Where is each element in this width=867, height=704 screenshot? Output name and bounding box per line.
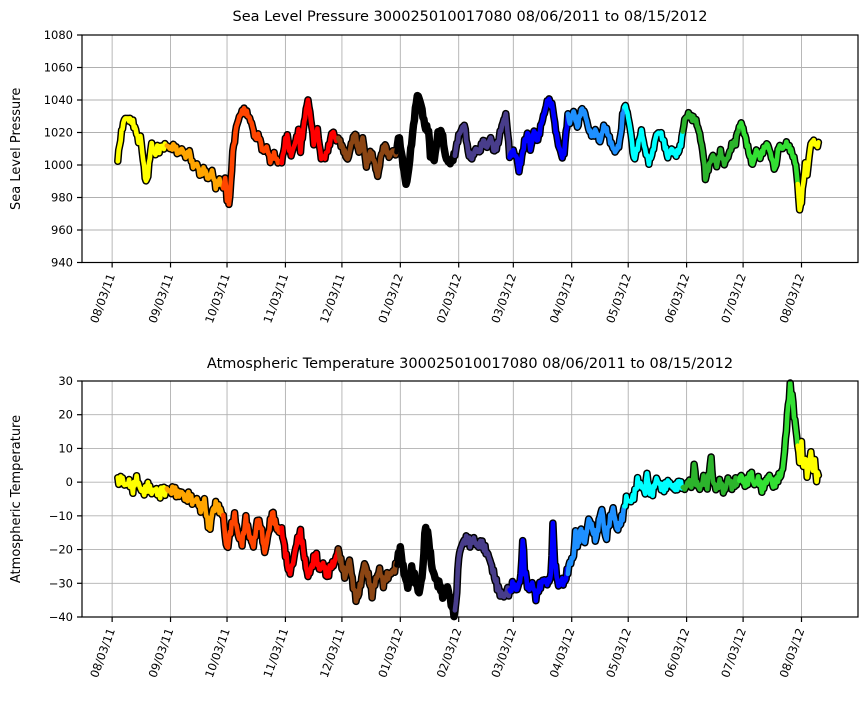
y-tick-label: −40 bbox=[49, 610, 73, 624]
x-tick-label: 04/03/12 bbox=[547, 272, 578, 325]
x-tick-label: 02/03/12 bbox=[434, 272, 465, 325]
plot-frame bbox=[81, 380, 859, 618]
x-tick-label: 12/03/11 bbox=[317, 272, 348, 325]
x-tick-label: 11/03/11 bbox=[260, 272, 291, 325]
x-tick-label: 02/03/12 bbox=[434, 626, 465, 679]
y-tick-label: 1040 bbox=[44, 93, 73, 107]
y-tick-label: 1060 bbox=[44, 61, 73, 75]
series-month-segment bbox=[736, 380, 801, 495]
series-month-segment bbox=[221, 509, 285, 555]
x-tick-label: 07/03/12 bbox=[718, 272, 749, 325]
series-month-segment bbox=[452, 533, 512, 613]
temperature-y-axis-label: Atmospheric Temperature bbox=[9, 415, 24, 583]
plot-frame bbox=[81, 34, 859, 264]
x-tick-label: 08/03/11 bbox=[87, 272, 118, 325]
y-tick-label: 0 bbox=[66, 475, 73, 489]
pressure-chart: 1080 1060 1040 1020 1000 980 960 940 08/03/11 09/… bbox=[9, 9, 859, 325]
series-month-segment bbox=[115, 116, 170, 184]
x-tick-label: 08/03/12 bbox=[776, 626, 807, 679]
series-month-segment bbox=[622, 470, 686, 509]
y-tick-label: 940 bbox=[51, 256, 73, 270]
y-tick-label: −10 bbox=[49, 509, 73, 523]
series-month-segment bbox=[736, 120, 801, 187]
x-tick-label: 06/03/12 bbox=[662, 272, 693, 325]
y-tick-label: 1000 bbox=[44, 158, 73, 172]
x-tick-label: 01/03/12 bbox=[375, 626, 406, 679]
pressure-y-axis-label: Sea Level Pressure bbox=[9, 88, 24, 210]
temperature-plot-area: 30 20 10 0 −10 −20 −30 −40 08/03/11 09/03/11 10/03… bbox=[49, 374, 859, 680]
temperature-chart-title: Atmospheric Temperature 300025010017080 … bbox=[207, 356, 733, 372]
x-tick-label: 05/03/12 bbox=[603, 626, 634, 679]
x-tick-label: 08/03/12 bbox=[776, 272, 807, 325]
y-tick-label: 980 bbox=[51, 191, 73, 205]
series-month-segment bbox=[680, 454, 742, 496]
series-marker-outline bbox=[114, 379, 823, 621]
series-month-segment bbox=[507, 520, 571, 604]
pressure-chart-title: Sea Level Pressure 300025010017080 08/06… bbox=[233, 9, 708, 25]
series-month-segment bbox=[565, 503, 627, 577]
x-tick-label: 11/03/11 bbox=[260, 626, 291, 679]
y-tick-label: 10 bbox=[58, 441, 73, 455]
y-tick-label: 1020 bbox=[44, 126, 73, 140]
y-tick-label: 20 bbox=[58, 408, 73, 422]
series-month-segment bbox=[221, 105, 285, 207]
x-tick-label: 03/03/12 bbox=[488, 626, 519, 679]
x-tick-label: 10/03/11 bbox=[202, 272, 233, 325]
series-month-segment bbox=[164, 142, 226, 192]
y-tick-label: 1080 bbox=[44, 28, 73, 42]
y-tick-label: 30 bbox=[58, 374, 73, 388]
x-tick-label: 12/03/11 bbox=[317, 626, 348, 679]
series-month-segment bbox=[795, 137, 821, 213]
x-tick-label: 09/03/11 bbox=[146, 272, 177, 325]
x-tick-label: 07/03/12 bbox=[718, 626, 749, 679]
x-tick-label: 10/03/11 bbox=[202, 626, 233, 679]
series-month-segment bbox=[394, 93, 458, 187]
series-month-segment bbox=[335, 132, 399, 179]
x-tick-label: 06/03/12 bbox=[662, 626, 693, 679]
y-tick-label: 960 bbox=[51, 223, 73, 237]
series-month-segment bbox=[394, 525, 458, 619]
series-month-segment bbox=[795, 439, 821, 485]
series-month-segment bbox=[452, 111, 512, 162]
x-tick-label: 03/03/12 bbox=[488, 272, 519, 325]
temperature-chart: 30 20 10 0 −10 −20 −30 −40 08/03/11 09/03/11 10/03… bbox=[9, 356, 859, 680]
series-month-segment bbox=[164, 484, 226, 532]
pressure-plot-area: 1080 1060 1040 1020 1000 980 960 940 08/03/11 09/… bbox=[44, 28, 859, 325]
x-tick-label: 09/03/11 bbox=[146, 626, 177, 679]
series-month-segment bbox=[335, 546, 399, 604]
series-month-segment bbox=[680, 110, 742, 182]
series-month-segment bbox=[565, 105, 627, 155]
series-month-segment bbox=[279, 525, 341, 579]
series-month-segment bbox=[507, 96, 571, 175]
series-month-segment bbox=[622, 103, 686, 167]
y-tick-label: −30 bbox=[49, 576, 73, 590]
x-tick-label: 01/03/12 bbox=[375, 272, 406, 325]
series-month-segment bbox=[279, 97, 341, 166]
x-tick-label: 04/03/12 bbox=[547, 626, 578, 679]
x-tick-label: 05/03/12 bbox=[603, 272, 634, 325]
x-tick-label: 08/03/11 bbox=[87, 626, 118, 679]
y-tick-label: −20 bbox=[49, 543, 73, 557]
series-month-segment bbox=[115, 473, 170, 501]
